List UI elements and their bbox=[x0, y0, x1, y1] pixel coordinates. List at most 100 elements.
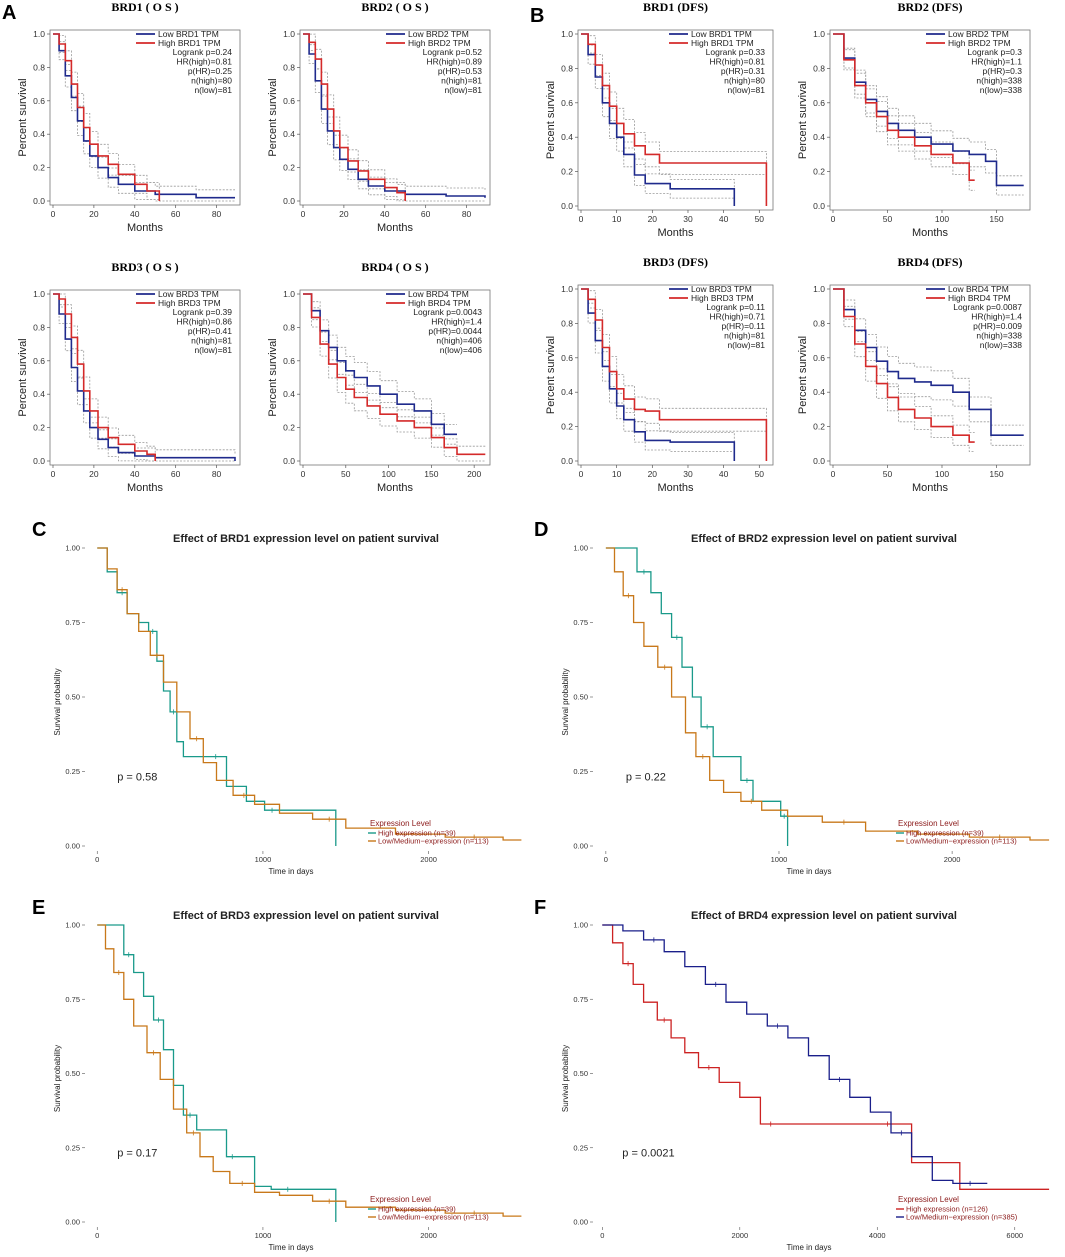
legend-label-low: Low/Medium−expression (n=113) bbox=[378, 837, 489, 846]
chart-title: Effect of BRD2 expression level on patie… bbox=[691, 533, 957, 545]
y-tick-label: 0.4 bbox=[561, 387, 573, 397]
y-tick-label: 0.8 bbox=[283, 62, 295, 72]
y-tick-label: 0.6 bbox=[561, 98, 573, 108]
chart-title: BRD4 ( O S ) bbox=[361, 260, 428, 274]
legend-label-high: High BRD3 TPM bbox=[158, 298, 221, 308]
y-axis-label: Percent survival bbox=[545, 81, 557, 159]
y-tick-label: 1.0 bbox=[561, 29, 573, 39]
plots-layer: BRD1 ( O S )0.00.20.40.60.81.00 20 40 60 80M… bbox=[17, 0, 1050, 1252]
survival-curve-high bbox=[581, 288, 768, 461]
x-tick-label: 0 bbox=[831, 214, 836, 224]
y-tick-label: 0.0 bbox=[561, 456, 573, 466]
y-tick-label: 0.2 bbox=[561, 422, 573, 432]
legend-label-high: High BRD3 TPM bbox=[691, 293, 754, 303]
survival-curve-high bbox=[53, 293, 156, 461]
x-axis-label: Months bbox=[912, 482, 949, 494]
y-tick-label: 0.6 bbox=[283, 356, 295, 366]
p-value-label: p = 0.0021 bbox=[622, 1148, 674, 1160]
plot-frame bbox=[829, 29, 1031, 211]
x-tick-label: 10 bbox=[612, 469, 622, 479]
y-tick-label: 0.2 bbox=[283, 423, 295, 433]
y-tick-label: 0.0 bbox=[813, 456, 825, 466]
stat-line: HR(high)=0.86 bbox=[176, 317, 232, 327]
x-tick-label: 0 bbox=[301, 469, 306, 479]
panel-label-e: E bbox=[32, 897, 45, 919]
y-tick-label: 1.0 bbox=[283, 289, 295, 299]
panel-label-c: C bbox=[32, 519, 46, 541]
survival-curve-low bbox=[581, 288, 736, 461]
x-tick-label: 20 bbox=[648, 469, 658, 479]
stat-line: n(high)=81 bbox=[724, 331, 765, 341]
gepia-chart-a4: BRD4 ( O S ) 0.0 0.2 0.4 0.6 0.8 1.0 0 50 100 150 2… bbox=[267, 260, 491, 494]
survival-curve-high bbox=[833, 288, 975, 443]
plot-frame bbox=[577, 29, 774, 211]
y-tick-label: 0.8 bbox=[33, 62, 45, 72]
confidence-band-low-upper bbox=[833, 33, 1024, 177]
y-tick-label: 1.0 bbox=[561, 284, 573, 294]
x-tick-label: 20 bbox=[89, 209, 99, 219]
y-tick-label: 0.4 bbox=[33, 129, 45, 139]
panel-label-a: A bbox=[2, 2, 16, 24]
stat-line: Logrank p=0.33 bbox=[706, 47, 766, 57]
survival-curve-low bbox=[97, 547, 522, 841]
x-tick-label: 2000 bbox=[420, 855, 437, 864]
x-axis-label: Months bbox=[377, 482, 414, 494]
x-tick-label: 50 bbox=[755, 469, 765, 479]
survival-curve-high bbox=[303, 293, 486, 456]
x-tick-label: 40 bbox=[130, 469, 140, 479]
y-tick-label: 0.50 bbox=[65, 1069, 80, 1078]
chart-title: BRD3 (DFS) bbox=[643, 255, 708, 269]
stat-line: HR(high)=0.71 bbox=[709, 312, 765, 322]
legend-label-high: High expression (n=39) bbox=[378, 829, 456, 838]
stat-line: p(HR)=0.11 bbox=[721, 321, 765, 331]
chart-title: BRD1 (DFS) bbox=[643, 0, 708, 14]
y-tick-label: 0.75 bbox=[65, 995, 80, 1004]
x-tick-label: 0 bbox=[831, 469, 836, 479]
x-tick-label: 50 bbox=[341, 469, 351, 479]
x-tick-label: 150 bbox=[424, 469, 438, 479]
y-tick-label: 0.2 bbox=[813, 422, 825, 432]
x-tick-label: 2000 bbox=[420, 1231, 437, 1240]
y-tick-label: 0.8 bbox=[813, 318, 825, 328]
x-tick-label: 60 bbox=[421, 209, 431, 219]
x-tick-label: 0 bbox=[95, 855, 99, 864]
survival-curve-low bbox=[602, 924, 988, 1185]
plot-frame bbox=[49, 289, 241, 466]
chart-title: BRD3 ( O S ) bbox=[111, 260, 178, 274]
x-tick-label: 0 bbox=[604, 855, 608, 864]
chart-title: BRD2 (DFS) bbox=[898, 0, 963, 14]
y-tick-label: 0.4 bbox=[33, 389, 45, 399]
y-tick-label: 1.00 bbox=[65, 921, 80, 930]
confidence-band-low-upper bbox=[303, 293, 457, 425]
y-tick-label: 0.50 bbox=[65, 693, 80, 702]
x-tick-label: 40 bbox=[719, 469, 729, 479]
y-tick-label: 0.25 bbox=[65, 767, 80, 776]
legend-label-high: High BRD1 TPM bbox=[158, 38, 221, 48]
y-axis-label: Percent survival bbox=[17, 78, 29, 156]
survival-curve-low bbox=[833, 33, 1024, 187]
legend-label-low: Low/Medium−expression (n=385) bbox=[906, 1213, 1018, 1222]
legend-label-low: Low BRD4 TPM bbox=[408, 289, 469, 299]
legend-label-high: High BRD1 TPM bbox=[691, 38, 754, 48]
y-tick-label: 0.00 bbox=[573, 842, 588, 851]
stat-line: n(low)=81 bbox=[444, 85, 482, 95]
y-tick-label: 0.2 bbox=[33, 423, 45, 433]
x-tick-label: 50 bbox=[883, 214, 893, 224]
y-tick-label: 0.25 bbox=[573, 767, 588, 776]
x-axis-label: Time in days bbox=[268, 1243, 313, 1252]
ualcan-chart-d: Effect of BRD2 expression level on patie… bbox=[561, 533, 1050, 876]
confidence-band-low-upper bbox=[53, 293, 236, 454]
legend-label-high: High BRD4 TPM bbox=[408, 298, 471, 308]
stat-line: n(low)=81 bbox=[727, 85, 765, 95]
y-tick-label: 0.0 bbox=[561, 201, 573, 211]
y-tick-label: 0.6 bbox=[561, 353, 573, 363]
y-axis-label: Percent survival bbox=[267, 338, 279, 416]
stat-line: Logrank p=0.39 bbox=[173, 307, 233, 317]
confidence-band-low-lower bbox=[53, 293, 235, 462]
legend-label-low: Low BRD2 TPM bbox=[408, 29, 469, 39]
survival-curve-high bbox=[303, 33, 406, 201]
y-axis-label: Survival probability bbox=[53, 1045, 62, 1112]
x-tick-label: 6000 bbox=[1006, 1231, 1023, 1240]
